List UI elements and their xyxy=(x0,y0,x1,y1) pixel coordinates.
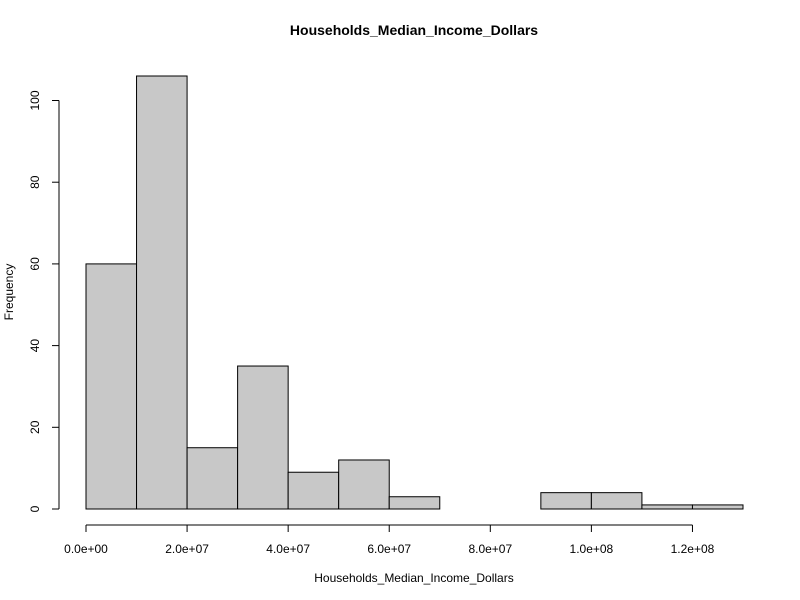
x-axis: 0.0e+00 2.0e+07 4.0e+07 6.0e+07 8.0e+07 1.0e+… xyxy=(64,524,715,556)
bars-group xyxy=(85,75,744,510)
chart-title: Households_Median_Income_Dollars xyxy=(290,22,538,38)
x-tick-label: 4.0e+07 xyxy=(266,542,310,556)
histogram-bar xyxy=(641,504,693,510)
histogram-bar xyxy=(85,263,138,510)
y-tick-label: 100 xyxy=(28,90,42,110)
y-tick-label: 0 xyxy=(28,505,42,512)
y-axis-label: Frequency xyxy=(2,264,16,321)
x-tick-label: 6.0e+07 xyxy=(367,542,411,556)
x-tick-label: 0.0e+00 xyxy=(64,542,108,556)
y-tick-label: 40 xyxy=(28,339,42,353)
x-tick-label: 8.0e+07 xyxy=(468,542,512,556)
histogram-bar xyxy=(186,447,239,510)
histogram-bar xyxy=(388,496,441,510)
histogram-bar xyxy=(590,492,643,510)
y-tick-label: 60 xyxy=(28,257,42,271)
histogram-bar xyxy=(237,365,289,510)
y-tick-label: 80 xyxy=(28,175,42,189)
histogram-bar xyxy=(338,459,390,510)
x-tick-label: 1.2e+08 xyxy=(671,542,715,556)
histogram-bar xyxy=(691,504,744,510)
y-tick-label: 20 xyxy=(28,420,42,434)
x-tick-label: 2.0e+07 xyxy=(165,542,209,556)
x-axis-label: Households_Median_Income_Dollars xyxy=(314,571,513,585)
histogram-bar xyxy=(136,75,188,510)
y-axis: 0 20 40 60 80 100 xyxy=(28,90,60,512)
histogram-bar xyxy=(540,492,592,510)
x-tick-label: 1.0e+08 xyxy=(570,542,614,556)
histogram-bar xyxy=(287,471,340,510)
